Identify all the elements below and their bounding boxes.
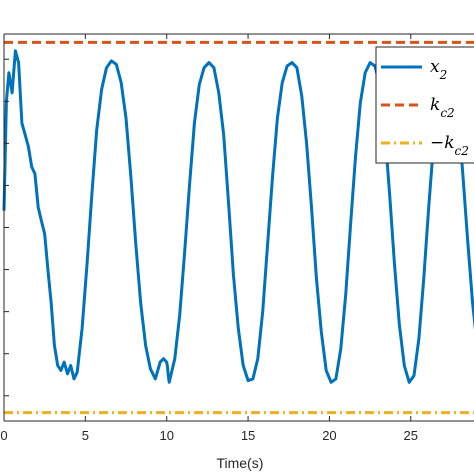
legend-entry-1: kc2 xyxy=(430,95,455,120)
x-tick-label: 0 xyxy=(0,428,7,443)
series-layer xyxy=(2,40,474,415)
x-tick-label: 10 xyxy=(159,428,173,443)
x-tick-label: 5 xyxy=(82,428,89,443)
legend-entry-2: −kc2 xyxy=(430,133,469,158)
legend: x2 kc2 −kc2 xyxy=(375,46,474,164)
legend-entry-0: x2 xyxy=(430,57,447,82)
series-line-0 xyxy=(2,49,474,384)
x-tick-label: 25 xyxy=(404,428,418,443)
x-tick-label: 20 xyxy=(322,428,336,443)
x-axis-label: Time(s) xyxy=(216,455,263,471)
x-tick-label: 15 xyxy=(241,428,255,443)
axes: 0 5 10 15 20 25 Time(s) xyxy=(0,33,474,471)
